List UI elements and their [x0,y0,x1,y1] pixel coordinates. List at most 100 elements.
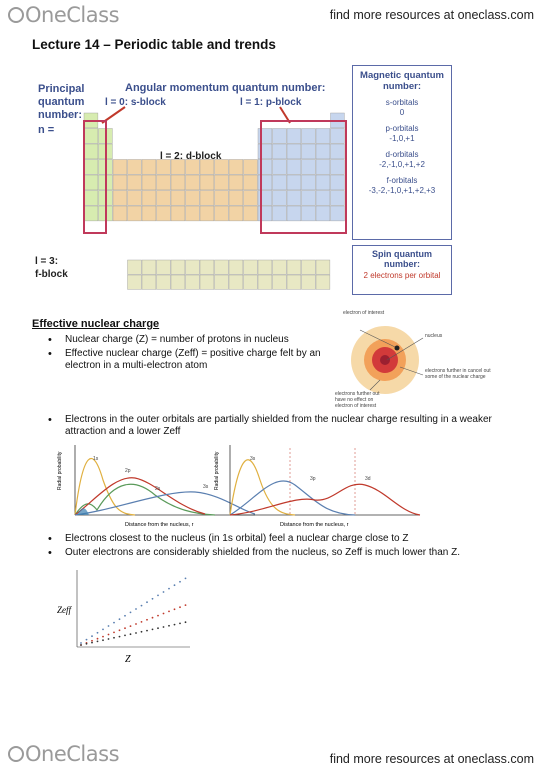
f-block-cell [185,274,200,290]
zeff-point [118,635,121,638]
electrons-further-out-label: electrons further out have no effect on … [335,391,380,409]
section-heading: Effective nuclear charge [32,318,160,330]
zeff-point [85,638,88,641]
zeff-point [135,608,137,610]
element-cell [315,128,331,144]
bullet-4: Electrons closest to the nucleus (in 1s … [48,533,520,545]
d-orbitals-values: -2,-1,0,+1,+2 [379,160,425,169]
bullet-5: Outer electrons are considerably shielde… [48,547,520,559]
f-block-cell [214,259,229,275]
element-cell [83,128,99,144]
l1-label: l = 1: p-block [240,97,302,108]
element-cell [315,174,331,191]
zeff-point [129,625,132,627]
p-orbitals-name: p-orbitals [385,124,419,133]
periodic-table-graphic [83,106,347,290]
zeff-point [80,642,82,644]
element-cell [199,159,215,175]
element-cell [272,205,287,222]
element-cell [156,159,171,175]
element-cell [214,174,229,191]
element-cell [243,205,258,222]
zeff-point [184,621,187,624]
zeff-point [151,616,154,619]
element-cell [286,159,302,175]
spin-value: 2 electrons per orbital [363,271,441,280]
f-block-cell [199,274,215,290]
element-cell [112,190,128,206]
curve-1s [74,458,136,516]
footer-link[interactable]: find more resources at oneclass.com [329,752,534,766]
zeff-point [96,637,99,640]
f-block-cell [141,274,157,290]
s-orbitals-name: s-orbitals [385,98,419,107]
nucleus-graphic [351,326,424,394]
principal-quantum-label: Principal quantum number: [38,83,85,121]
label-right-3d: 3d [365,476,371,482]
penetration-shading [77,508,89,515]
element-cell [199,174,215,191]
element-cell [141,174,157,191]
zeff-point [80,644,82,646]
element-cell [301,128,316,144]
nucleus-label: nucleus [425,333,443,339]
magnetic-title: Magnetic quantum number: [360,70,444,92]
element-cell [330,205,345,222]
f-block-cell [199,259,215,275]
element-cell [315,190,331,206]
zeff-point [107,625,110,627]
curve-3p [229,480,356,516]
element-cell [156,205,171,222]
l3-label: l = 3: [35,256,59,267]
f-block-cell [243,274,258,290]
curve-3s [74,491,256,516]
element-cell [185,159,200,175]
zeff-point [157,594,159,597]
electrons-further-in-label: electrons further in cancel out some of … [425,368,491,380]
element-cell [315,143,331,160]
f-block-cell [286,274,302,290]
s-orbitals-values: 0 [399,108,405,117]
zeff-point [113,636,115,639]
element-cell [141,205,157,222]
zeff-point [179,622,181,625]
curve-3d [229,459,296,516]
zeff-point [168,610,170,613]
left-x-label: Distance from the nucleus, r [125,522,194,528]
zeff-y-label: Zeff [57,605,73,615]
p-orbitals-item: p-orbitals -1,0,+1 [353,124,451,144]
label-right-3s: 3s [250,456,256,462]
element-cell [83,143,99,160]
zeff-point [157,627,159,630]
header-link[interactable]: find more resources at oneclass.com [329,8,534,22]
f-orbitals-name: f-orbitals [386,176,418,185]
zeff-point [179,580,181,583]
element-cell [141,159,157,175]
f-orbitals-item: f-orbitals -3,-2,-1,0,+1,+2,+3 [353,176,451,196]
element-cell [170,190,186,206]
spin-quantum-box: Spin quantum number: 2 electrons per orb… [352,245,452,295]
element-cell [156,190,171,206]
element-cell [170,174,186,191]
element-cell [330,174,345,191]
logo-text: OneClass [25,3,120,27]
element-cell [185,190,200,206]
element-cell [83,205,99,222]
element-cell [228,174,244,191]
element-cell [127,190,142,206]
s-block-outline [83,120,107,234]
f-block-cell [272,259,287,275]
label-2p: 2p [125,468,131,474]
element-cell [330,159,345,175]
left-y-label: Radial probability [57,451,63,490]
f-block-cell [127,274,142,290]
zeff-point [179,606,181,609]
element-cell [112,159,128,175]
zeff-point [140,621,143,623]
element-cell [301,159,316,175]
logo-text: OneClass [25,742,120,766]
element-cell [199,205,215,222]
zeff-point [102,628,104,631]
zeff-point [162,591,165,593]
radial-probability-figures: Radial probability Distance from the nuc… [55,440,425,530]
